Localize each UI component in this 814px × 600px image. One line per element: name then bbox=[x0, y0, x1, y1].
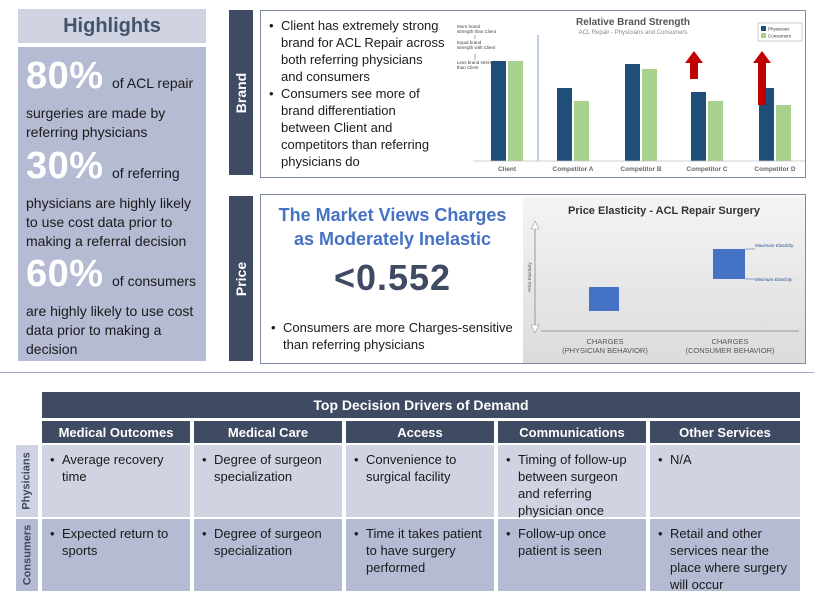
stat-block: 80% of ACL repair surgeries are made by … bbox=[26, 55, 202, 142]
chart-legend bbox=[757, 22, 803, 42]
category-label: Client bbox=[498, 166, 517, 173]
table-cell: Timing of follow-up between surgeon and … bbox=[498, 445, 646, 535]
highlights-title: Highlights bbox=[18, 9, 206, 43]
table-cell: Follow-up once patient is seen bbox=[498, 519, 646, 591]
y-annotation-equal: Equal brand strength with Client bbox=[457, 40, 496, 50]
brand-bars-group bbox=[491, 61, 791, 161]
brand-bullets: Client has extremely strong brand for AC… bbox=[269, 17, 445, 170]
stat-value: 30% bbox=[26, 145, 104, 187]
column-header: Access bbox=[346, 421, 494, 443]
chart-title: Price Elasticity - ACL Repair Surgery bbox=[568, 205, 760, 217]
legend-swatch-consumers bbox=[761, 33, 766, 38]
max-elasticity-label: Maximum Elasticity bbox=[755, 243, 794, 248]
table-cell: Expected return to sports bbox=[42, 519, 190, 591]
price-bullets: Consumers are more Charges-sensitive tha… bbox=[271, 319, 521, 353]
column-header: Other Services bbox=[650, 421, 800, 443]
table-cell: Degree of surgeon specialization bbox=[194, 445, 342, 517]
table-title: Top Decision Drivers of Demand bbox=[42, 392, 800, 418]
bar-physicians-client bbox=[491, 61, 506, 161]
price-headline: The Market Views Charges as Moderately I… bbox=[278, 205, 507, 249]
y-annotation-more: More brand strength than Client bbox=[457, 24, 497, 34]
column-header: Communications bbox=[498, 421, 646, 443]
stat-text: surgeries are made by referring physicia… bbox=[26, 105, 166, 140]
chart-subtitle: ACL Repair - Physicians and Consumers bbox=[579, 30, 688, 36]
y-axis-label: Price Elasticity bbox=[527, 262, 532, 292]
table-header-row: Medical Outcomes Medical Care Access Com… bbox=[42, 421, 800, 443]
stat-text: are highly likely to use cost data prior… bbox=[26, 303, 194, 357]
brand-tab: Brand bbox=[229, 10, 253, 175]
column-header: Medical Care bbox=[194, 421, 342, 443]
table-row: Average recovery time Degree of surgeon … bbox=[42, 445, 800, 535]
bar-physicians-competitor-b bbox=[625, 64, 640, 161]
stat-inline-text: of consumers bbox=[112, 273, 197, 289]
bar-physicians-competitor-a bbox=[557, 88, 572, 161]
price-elasticity-value: <0.552 bbox=[333, 257, 452, 298]
bar-physicians-competitor-d bbox=[759, 88, 774, 161]
column-header: Medical Outcomes bbox=[42, 421, 190, 443]
bullet-item: Consumers are more Charges-sensitive tha… bbox=[271, 319, 521, 353]
bar-consumers-competitor-a bbox=[574, 101, 589, 161]
bar-physicians-competitor-c bbox=[691, 92, 706, 161]
physician-elasticity-marker bbox=[589, 287, 619, 311]
highlights-panel: 80% of ACL repair surgeries are made by … bbox=[18, 47, 206, 361]
legend-swatch-physicians bbox=[761, 26, 766, 31]
stat-value: 60% bbox=[26, 253, 104, 295]
brand-panel: Client has extremely strong brand for AC… bbox=[260, 10, 806, 178]
table-cell: Convenience to surgical facility bbox=[346, 445, 494, 517]
table-cell: N/A bbox=[650, 445, 800, 517]
stat-inline-text: of ACL repair bbox=[112, 75, 194, 91]
stat-block: 30% of referring physicians are highly l… bbox=[26, 145, 202, 251]
category-label: Competitor C bbox=[686, 166, 727, 173]
red-arrow-icon bbox=[685, 51, 703, 79]
consumer-elasticity-marker bbox=[713, 249, 745, 279]
x-label-consumer: CHARGES (CONSUMER BEHAVIOR) bbox=[685, 337, 775, 355]
legend-label-consumers: Consumers bbox=[768, 34, 792, 39]
legend-label-physicians: Physicians bbox=[768, 27, 790, 32]
bar-consumers-competitor-b bbox=[642, 69, 657, 161]
category-label: Competitor D bbox=[754, 166, 795, 173]
price-tab: Price bbox=[229, 196, 253, 361]
row-label-physicians: Physicians bbox=[16, 445, 38, 517]
table-cell: Time it takes patient to have surgery pe… bbox=[346, 519, 494, 591]
red-arrow-icon bbox=[753, 51, 771, 105]
table-cell: Average recovery time bbox=[42, 445, 190, 517]
table-row: Expected return to sports Degree of surg… bbox=[42, 519, 800, 592]
stat-value: 80% bbox=[26, 55, 104, 97]
bullet-item: Client has extremely strong brand for AC… bbox=[269, 17, 445, 85]
price-elasticity-chart: Price Elasticity - ACL Repair Surgery Pr… bbox=[523, 197, 805, 363]
bullet-item: Consumers see more of brand differentiat… bbox=[269, 85, 445, 170]
table-cell: Degree of surgeon specialization bbox=[194, 519, 342, 591]
x-label-physician: CHARGES (PHYSICIAN BEHAVIOR) bbox=[562, 337, 648, 355]
stat-text: physicians are highly likely to use cost… bbox=[26, 195, 191, 249]
table-cell: Retail and other services near the place… bbox=[650, 519, 800, 592]
row-label-consumers: Consumers bbox=[16, 519, 38, 591]
section-divider bbox=[0, 372, 814, 373]
stat-inline-text: of referring bbox=[112, 165, 180, 181]
brand-strength-chart: Relative Brand Strength ACL Repair - Phy… bbox=[457, 17, 805, 173]
stat-block: 60% of consumers are highly likely to us… bbox=[26, 253, 202, 359]
min-elasticity-label: Minimum Elasticity bbox=[755, 277, 793, 282]
category-label: Competitor A bbox=[553, 166, 594, 173]
elasticity-plot: Price Elasticity Maximum Elasticity Mini… bbox=[527, 220, 799, 334]
category-labels: Client Competitor A Competitor B Competitor… bbox=[498, 166, 796, 173]
y-annotation-less: Less brand strength than Client bbox=[457, 60, 497, 70]
price-panel: The Market Views Charges as Moderately I… bbox=[260, 194, 806, 364]
bar-consumers-competitor-c bbox=[708, 101, 723, 161]
category-label: Competitor B bbox=[620, 166, 661, 173]
bar-consumers-client bbox=[508, 61, 523, 161]
bar-consumers-competitor-d bbox=[776, 105, 791, 161]
chart-title: Relative Brand Strength bbox=[576, 17, 690, 28]
